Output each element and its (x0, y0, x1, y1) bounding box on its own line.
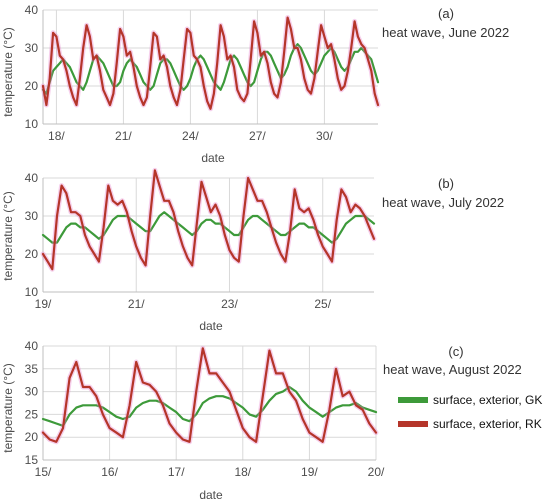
legend-label-rk: surface, exterior, RK (433, 417, 542, 431)
legend-label-gk: surface, exterior, GK (433, 393, 542, 407)
panel-a-ytick-3: 40 (25, 3, 39, 17)
panel-c-yticks: 15 20 25 30 35 40 (25, 339, 39, 467)
panel-b-xtick-1: 21/ (128, 297, 145, 311)
panel-a-xlabel: date (201, 151, 225, 165)
panel-b-xlabel: date (199, 319, 223, 333)
panel-c-grid (42, 345, 377, 461)
panel-c-xtick-2: 17/ (168, 465, 185, 479)
panel-a-ytick-0: 10 (25, 117, 39, 131)
panel-c: 15 20 25 30 35 40 15/16/17/18/19/20/ temperat… (1, 339, 522, 501)
panel-c-series-rk (41, 347, 378, 443)
panel-c-xtick-0: 15/ (35, 465, 52, 479)
panel-c-ytick-4: 35 (25, 362, 39, 376)
panel-a-xtick-0: 18/ (48, 129, 65, 143)
panel-c-series-gk (41, 385, 378, 427)
panel-a-xtick-1: 21/ (115, 129, 132, 143)
panel-b-ytick-2: 30 (25, 209, 39, 223)
panel-c-lines (40, 345, 379, 445)
panel-b-title: heat wave, July 2022 (382, 195, 504, 210)
panel-b-ytick-3: 40 (25, 171, 39, 185)
panel-b: 10 20 30 40 19/21/23/25/ temperature (°C) d… (1, 167, 504, 333)
panel-a-ytick-2: 30 (25, 41, 39, 55)
legend: surface, exterior, GK surface, exterior,… (398, 393, 542, 431)
panel-a-xticks: 18/21/24/27/30/ (48, 129, 333, 143)
panel-c-xtick-4: 19/ (301, 465, 318, 479)
panel-c-xlabel: date (199, 488, 223, 501)
panel-b-xtick-2: 23/ (221, 297, 238, 311)
panel-c-label: (c) (448, 344, 463, 359)
panel-b-yticks: 10 20 30 40 (25, 171, 39, 299)
panel-c-ytick-1: 20 (25, 430, 39, 444)
panel-c-ytick-5: 40 (25, 339, 39, 353)
panel-a-xtick-3: 27/ (249, 129, 266, 143)
panel-a-series-gk (41, 43, 380, 95)
panel-a-series-rk (41, 16, 380, 110)
panel-b-xtick-3: 25/ (314, 297, 331, 311)
panel-b-series-rk (41, 169, 376, 271)
panel-a-ytick-1: 20 (25, 79, 39, 93)
panel-c-ytick-0: 15 (25, 453, 39, 467)
panel-b-ytick-0: 10 (25, 285, 39, 299)
panel-a-xtick-2: 24/ (182, 129, 199, 143)
panel-c-ytick-3: 30 (25, 385, 39, 399)
legend-swatch-gk (398, 397, 428, 403)
panel-b-ylabel: temperature (°C) (1, 191, 15, 281)
panel-b-ytick-1: 20 (25, 247, 39, 261)
panel-c-xtick-5: 20/ (368, 465, 385, 479)
panel-c-xtick-3: 18/ (234, 465, 251, 479)
panel-a: 10 20 30 40 18/21/24/27/30/ temperature (°C… (1, 3, 509, 165)
legend-item-rk: surface, exterior, RK (398, 417, 542, 431)
panel-b-series-gk (41, 211, 376, 244)
panel-a-lines (40, 15, 381, 112)
panel-a-ylabel: temperature (°C) (1, 27, 15, 117)
panel-b-grid (42, 177, 374, 293)
panel-b-xticks: 19/21/23/25/ (35, 297, 332, 311)
panel-c-ytick-2: 25 (25, 407, 39, 421)
panel-c-xticks: 15/16/17/18/19/20/ (35, 465, 385, 479)
panel-a-yticks: 10 20 30 40 (25, 3, 39, 131)
panel-c-ylabel: temperature (°C) (1, 363, 15, 453)
panel-c-xtick-1: 16/ (101, 465, 118, 479)
panel-a-title: heat wave, June 2022 (382, 25, 509, 40)
legend-item-gk: surface, exterior, GK (398, 393, 542, 407)
panel-a-label: (a) (438, 6, 454, 21)
panel-b-series-gk-halo (43, 212, 374, 242)
panel-b-xtick-0: 19/ (35, 297, 52, 311)
panel-b-label: (b) (438, 176, 454, 191)
panel-a-xtick-4: 30/ (316, 129, 333, 143)
panel-c-title: heat wave, August 2022 (383, 362, 522, 377)
legend-swatch-rk (398, 421, 428, 427)
panel-b-lines (40, 167, 377, 272)
